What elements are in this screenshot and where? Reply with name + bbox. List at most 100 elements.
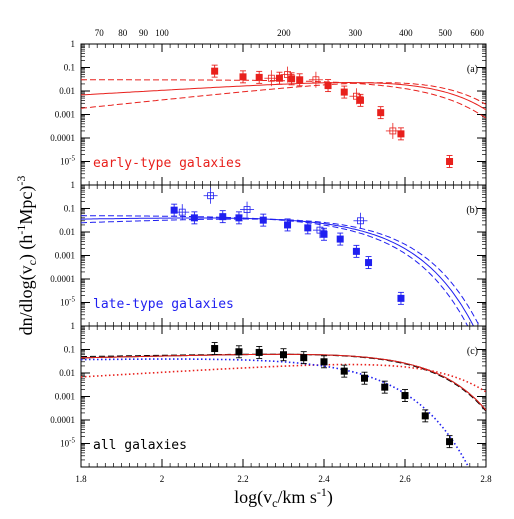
filled-data-point	[365, 259, 373, 267]
open-data-point	[178, 208, 186, 216]
filled-data-point	[275, 74, 283, 82]
y-tick-label: 0.001	[55, 251, 75, 261]
y-tick-label: 1	[71, 321, 76, 331]
open-data-point	[357, 217, 364, 225]
filled-data-point	[397, 294, 405, 302]
top-tick-label: 80	[118, 28, 128, 38]
open-data-point	[207, 192, 215, 200]
panel-3: 1 0.1 0.01 0.001 0.0001 10-5 (c) all galaxies	[50, 321, 487, 468]
panel-tag: (b)	[466, 205, 478, 216]
x-tick-label: 2.4	[318, 474, 330, 484]
open-data-point	[352, 92, 360, 100]
open-data-point	[316, 226, 324, 234]
y-tick-label: 1	[71, 39, 76, 49]
model-curve-solid	[81, 353, 486, 411]
x-tick-label: 1.8	[75, 474, 87, 484]
top-tick-label: 600	[470, 28, 484, 38]
y-tick-label: 0.1	[64, 204, 75, 214]
model-curve-dashed	[81, 218, 480, 326]
y-axis-label: dn/dlog(vc) (h-1Mpc)-3	[14, 176, 39, 336]
y-tick-label: 0.0001	[50, 415, 75, 425]
y-tick-label: 0.01	[59, 86, 75, 96]
filled-data-point	[320, 358, 328, 366]
top-tick-label: 70	[95, 28, 105, 38]
y-tick-label: 10-5	[60, 155, 75, 167]
filled-data-point	[284, 221, 292, 229]
top-tick-label: 400	[399, 28, 413, 38]
model-curve-dashed	[81, 82, 486, 109]
filled-data-point	[259, 216, 267, 224]
y-tick-label: 0.1	[64, 345, 75, 355]
y-tick-label: 0.01	[59, 227, 75, 237]
y-tick-label: 10-5	[60, 296, 75, 308]
open-data-point	[267, 74, 275, 82]
filled-data-point	[352, 247, 360, 255]
panel-2: 1 0.1 0.01 0.001 0.0001 10-5 (b) late-type gala…	[50, 180, 487, 327]
panel-1: 1 0.1 0.01 0.001 0.0001 10-5 (a) early-type gal…	[50, 39, 487, 186]
x-tick-label: 2	[160, 474, 165, 484]
top-tick-label: 300	[348, 28, 362, 38]
model-curve-dotted	[81, 358, 470, 467]
filled-data-point	[324, 82, 332, 90]
filled-data-point	[304, 224, 312, 232]
y-tick-label: 0.0001	[50, 133, 75, 143]
model-curve-dashed	[81, 215, 469, 326]
filled-data-point	[340, 367, 348, 375]
y-tick-label: 1	[71, 180, 76, 190]
filled-data-point	[361, 374, 368, 382]
filled-data-point	[235, 214, 243, 222]
filled-data-point	[170, 206, 178, 214]
filled-data-point	[211, 67, 219, 75]
top-tick-label: 500	[438, 28, 452, 38]
model-curve-dashed	[81, 79, 486, 119]
top-tick-label: 200	[277, 28, 291, 38]
filled-data-point	[239, 73, 247, 81]
y-tick-label: 0.1	[64, 63, 75, 73]
top-tick-label: 90	[139, 28, 149, 38]
filled-data-point	[211, 345, 219, 353]
y-tick-label: 0.0001	[50, 274, 75, 284]
filled-data-point	[421, 412, 429, 420]
x-axis-label: log(vc/km s-1)	[234, 485, 333, 510]
top-tick-label: 100	[155, 28, 169, 38]
y-tick-label: 0.001	[55, 392, 75, 402]
filled-data-point	[300, 354, 308, 362]
model-curve-solid	[81, 353, 486, 411]
y-tick-label: 0.01	[59, 368, 75, 378]
y-tick-label: 10-5	[60, 437, 75, 449]
filled-data-point	[288, 75, 296, 83]
filled-data-point	[377, 109, 385, 117]
filled-data-point	[320, 230, 328, 238]
filled-data-point	[255, 348, 263, 356]
y-tick-label: 0.001	[55, 110, 75, 120]
filled-data-point	[235, 348, 243, 356]
open-data-point	[243, 206, 251, 213]
filled-data-point	[190, 214, 198, 222]
filled-data-point	[219, 213, 227, 221]
filled-data-point	[296, 76, 304, 84]
filled-data-point	[381, 383, 389, 391]
open-data-point	[389, 127, 397, 135]
filled-data-point	[340, 88, 348, 96]
panel-tag: (c)	[467, 346, 478, 357]
model-curve-solid	[81, 217, 475, 326]
panel-label: early-type galaxies	[93, 156, 242, 171]
filled-data-point	[280, 351, 287, 359]
panel-label: late-type galaxies	[93, 297, 234, 312]
x-tick-label: 2.8	[480, 474, 492, 484]
filled-data-point	[255, 73, 263, 81]
filled-data-point	[397, 130, 405, 138]
filled-data-point	[356, 96, 364, 104]
x-tick-label: 2.6	[399, 474, 411, 484]
panel-tag: (a)	[467, 64, 478, 75]
filled-data-point	[401, 392, 409, 400]
filled-data-point	[336, 235, 344, 243]
x-tick-label: 2.2	[237, 474, 248, 484]
filled-data-point	[446, 158, 454, 165]
model-curve-dashed	[81, 353, 486, 412]
panel-label: all galaxies	[93, 438, 187, 453]
filled-data-point	[446, 438, 454, 446]
open-data-point	[312, 76, 320, 84]
